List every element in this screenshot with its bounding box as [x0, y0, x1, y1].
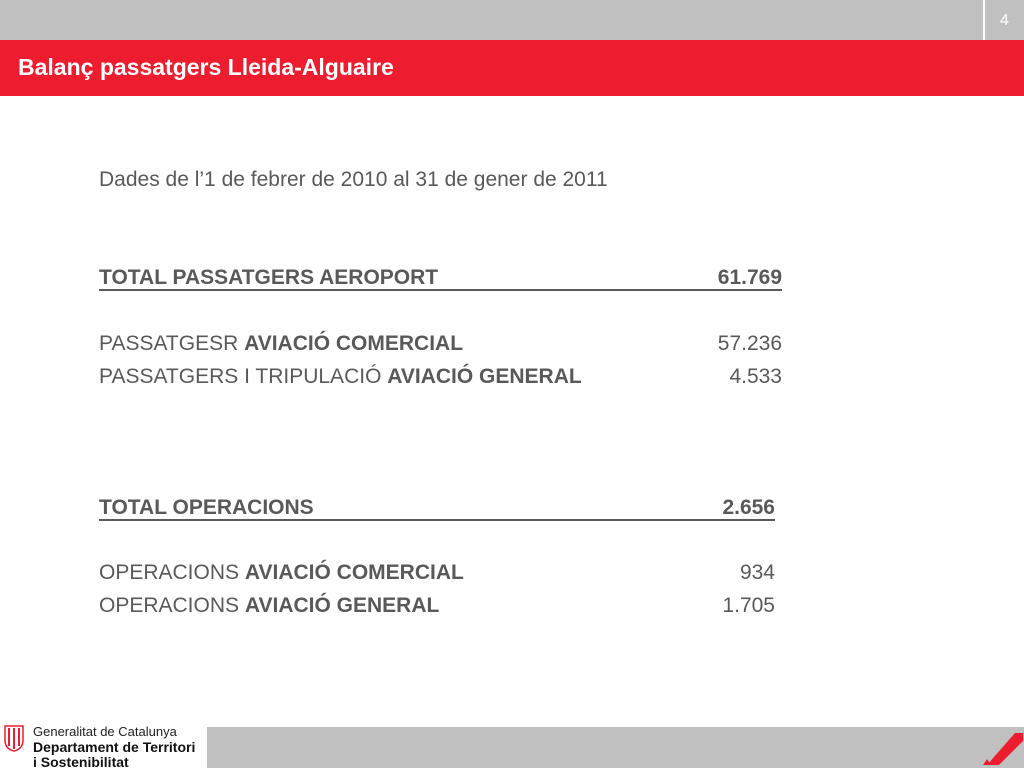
date-range-subtitle: Dades de l’1 de febrer de 2010 al 31 de … — [99, 168, 608, 191]
commercial-operations-bold: AVIACIÓ COMERCIAL — [244, 561, 464, 584]
org-name-line1: Generalitat de Catalunya — [33, 724, 177, 739]
total-operations-underline — [99, 519, 775, 521]
org-name-line2: Departament de Territori — [33, 739, 196, 755]
commercial-passengers-bold: AVIACIÓ COMERCIAL — [244, 332, 464, 355]
generalitat-logo: Generalitat de Catalunya Departament de … — [0, 722, 207, 770]
general-passengers-label: PASSATGERS I TRIPULACIÓ AVIACIÓ GENERAL — [99, 365, 582, 389]
total-operations-label: TOTAL OPERACIONS — [99, 496, 314, 519]
commercial-operations-row: OPERACIONS AVIACIÓ COMERCIAL 934 — [99, 561, 775, 589]
general-passengers-prefix: PASSATGERS I TRIPULACIÓ — [99, 365, 388, 388]
general-passengers-value: 4.533 — [729, 365, 782, 388]
commercial-passengers-prefix: PASSATGESR — [99, 332, 245, 355]
commercial-passengers-label: PASSATGESR AVIACIÓ COMERCIAL — [99, 332, 463, 356]
total-passengers-value: 61.769 — [717, 266, 782, 289]
general-passengers-row: PASSATGERS I TRIPULACIÓ AVIACIÓ GENERAL … — [99, 365, 782, 393]
page-number-box: 4 — [983, 0, 1024, 40]
bottom-bar — [207, 727, 979, 768]
top-bar — [0, 0, 1024, 40]
page-title: Balanç passatgers Lleida-Alguaire — [18, 54, 394, 80]
general-passengers-bold: AVIACIÓ GENERAL — [387, 365, 582, 388]
general-operations-label: OPERACIONS AVIACIÓ GENERAL — [99, 594, 439, 618]
title-bar: Balanç passatgers Lleida-Alguaire — [0, 40, 1024, 96]
commercial-operations-value: 934 — [739, 561, 775, 584]
general-operations-row: OPERACIONS AVIACIÓ GENERAL 1.705 — [99, 594, 775, 622]
total-passengers-label: TOTAL PASSATGERS AEROPORT — [99, 266, 439, 289]
total-operations-value: 2.656 — [722, 496, 775, 519]
org-name-line3: i Sostenibilitat — [33, 754, 129, 770]
general-operations-prefix: OPERACIONS — [99, 594, 245, 617]
page-number: 4 — [1000, 12, 1009, 29]
general-operations-value: 1.705 — [722, 594, 775, 617]
commercial-passengers-row: PASSATGESR AVIACIÓ COMERCIAL 57.236 — [99, 332, 782, 360]
commercial-passengers-value: 57.236 — [717, 332, 782, 355]
catalan-seal-icon — [4, 725, 24, 752]
general-operations-bold: AVIACIÓ GENERAL — [244, 594, 440, 617]
total-passengers-row: TOTAL PASSATGERS AEROPORT 61.769 — [99, 266, 782, 294]
brand-slash-icon — [983, 733, 1023, 765]
commercial-operations-label: OPERACIONS AVIACIÓ COMERCIAL — [99, 561, 464, 585]
brand-mark-box — [979, 727, 1024, 768]
total-operations-row: TOTAL OPERACIONS 2.656 — [99, 496, 775, 524]
commercial-operations-prefix: OPERACIONS — [99, 561, 245, 584]
total-passengers-underline — [99, 289, 782, 291]
